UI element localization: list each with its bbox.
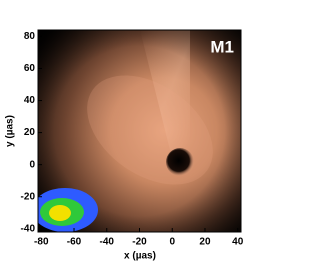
y-tick-label: -20 [21, 191, 36, 202]
y-tick-label: 0 [29, 159, 35, 170]
x-tick-label: 0 [169, 237, 175, 248]
y-tick-label: 60 [24, 63, 36, 74]
chart: M1 x (µas) y (µas) -80 -60 -40 -20 0 20 40 -40 -… [5, 29, 244, 262]
image [38, 30, 241, 232]
x-tick-label: -20 [132, 237, 147, 248]
x-tick-label: -60 [67, 237, 82, 248]
y-tick-label: 80 [24, 31, 36, 42]
x-axis-label: x (µas) [124, 251, 156, 262]
x-tick-label: -80 [34, 237, 49, 248]
y-tick-label: -40 [21, 223, 36, 234]
x-tick-label: 40 [232, 237, 244, 248]
y-tick-label: 40 [24, 95, 36, 106]
y-axis-label: y (µas) [5, 115, 16, 147]
panel-label: M1 [210, 37, 234, 56]
x-tick-label: -40 [100, 237, 115, 248]
y-tick-label: 20 [24, 127, 36, 138]
x-tick-label: 20 [199, 237, 211, 248]
